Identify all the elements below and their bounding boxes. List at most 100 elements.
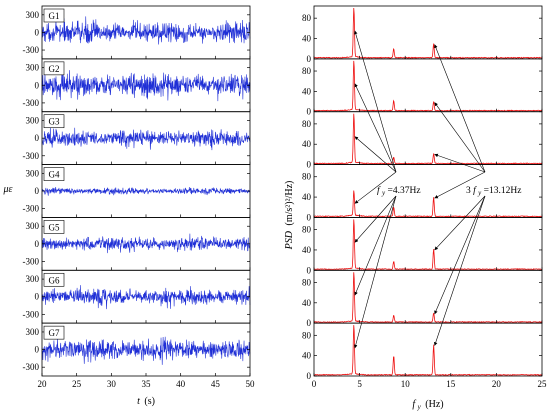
time-y-tick-label: 300	[26, 10, 40, 20]
psd-line-1	[313, 7, 543, 59]
series-label-g7: G7	[43, 325, 65, 340]
psd-y-tick-label: 40	[302, 351, 312, 361]
time-y-tick-label: 0	[35, 239, 40, 249]
annotation-3fy-sub: y	[477, 189, 482, 197]
annotation-fy-sub: y	[381, 189, 386, 197]
annotation-3fy-value: =13.12Hz	[484, 186, 522, 196]
time-series-line-g2	[41, 70, 251, 102]
annotation-fy-value: =4.37Hz	[388, 186, 421, 196]
time-y-tick-label: -300	[23, 98, 40, 108]
series-label-g5: G5	[43, 220, 65, 234]
arrow-3fy-2	[434, 102, 486, 173]
series-label-box	[43, 8, 65, 23]
time-y-tick-label: 0	[35, 292, 40, 302]
time-series-line-g5	[41, 233, 251, 254]
time-y-tick-label: 300	[26, 327, 40, 337]
psd-y-tick-label: 80	[302, 66, 312, 76]
annotation-3fy-var: f	[473, 185, 477, 196]
psd-y-tick-label: 40	[302, 34, 312, 44]
psd-panel-2: 0 40 80	[302, 58, 543, 117]
series-label-g4: G4	[43, 167, 65, 181]
psd-panel-frame	[313, 269, 543, 324]
psd-x-tick-label: 0	[312, 379, 317, 389]
series-label-box	[43, 220, 65, 234]
psd-y-tick-label: 40	[302, 86, 312, 96]
time-x-tick-label: 45	[211, 379, 221, 389]
arrow-fy-7	[353, 195, 397, 349]
right-y-axis-label: PSD (m/s²)²/Hz)	[284, 181, 295, 251]
right-y-axis-label-unit: (m/s²)²/Hz)	[284, 181, 295, 226]
time-y-tick-label: 0	[35, 27, 40, 37]
time-panel-g6: 300 0 -300 G6	[23, 269, 251, 324]
series-label-text: G3	[49, 117, 60, 127]
psd-panel-frame	[313, 322, 543, 377]
psd-x-tick-label: 10	[401, 379, 411, 389]
time-series-line-g1	[41, 16, 251, 45]
right-x-axis-label-unit: (Hz)	[425, 399, 443, 410]
series-label-text: G1	[49, 11, 60, 21]
time-y-tick-label: 300	[26, 221, 40, 231]
psd-panel-frame	[313, 217, 543, 271]
psd-y-tick-label: 80	[302, 13, 312, 23]
arrow-3fy-7	[433, 195, 486, 346]
psd-y-tick-label: 0	[307, 371, 312, 381]
psd-y-tick-label: 80	[302, 225, 312, 235]
time-y-tick-label: 300	[26, 168, 40, 178]
psd-panel-frame	[313, 5, 543, 60]
left-x-axis-label: t (s)	[137, 396, 155, 407]
arrow-fy-2	[354, 83, 397, 173]
series-label-box	[43, 114, 65, 129]
time-y-tick-label: 0	[35, 80, 40, 90]
arrow-3fy-4	[434, 171, 486, 199]
time-series-line-g3	[41, 126, 251, 151]
arrow-3fy-1	[434, 44, 486, 173]
arrow-fy-3	[354, 136, 397, 173]
psd-y-tick-label: 80	[302, 172, 312, 182]
psd-y-tick-label: 0	[307, 212, 312, 222]
arrow-fy-1	[354, 30, 397, 173]
arrow-3fy-5	[434, 195, 486, 251]
psd-y-tick-label: 80	[302, 330, 312, 340]
time-x-tick-label: 50	[246, 379, 256, 389]
series-label-box	[43, 167, 65, 181]
time-series-line-g6	[41, 285, 251, 310]
time-y-tick-label: -300	[23, 151, 40, 161]
psd-panel-6: 0 40 80	[302, 269, 543, 328]
psd-line-6	[313, 272, 543, 323]
psd-y-tick-label: 40	[302, 298, 312, 308]
time-series-line-g4	[41, 186, 251, 196]
time-x-tick-label: 40	[176, 379, 186, 389]
time-y-tick-label: 0	[35, 345, 40, 355]
psd-line-5	[313, 219, 543, 271]
psd-y-tick-label: 40	[302, 139, 312, 149]
psd-y-tick-label: 0	[307, 318, 312, 328]
series-label-box	[43, 61, 65, 76]
psd-x-tick-label: 25	[538, 379, 548, 389]
left-y-axis-label: με	[3, 184, 13, 195]
psd-panel-frame	[313, 111, 543, 165]
psd-y-tick-label: 0	[307, 107, 312, 117]
time-y-tick-label: 0	[35, 186, 40, 196]
time-panel-g3: 300 0 -300 G3	[23, 111, 251, 165]
time-y-tick-label: -300	[23, 362, 40, 372]
time-y-tick-label: 0	[35, 133, 40, 143]
time-series-chart: 3000-300G13000-300G23000-300G33000-300G4…	[23, 5, 256, 389]
arrow-fy-6	[354, 195, 397, 296]
psd-x-tick-label: 5	[357, 379, 362, 389]
psd-panel-1: 0 40 80	[302, 5, 543, 64]
time-panel-g2: 300 0 -300 G2	[23, 58, 251, 113]
psd-panel-3: 0 40 80	[302, 111, 543, 170]
series-label-box	[43, 325, 65, 340]
time-panel-g5: 300 0 -300 G5	[23, 217, 251, 271]
arrow-3fy-6	[434, 195, 486, 315]
right-x-axis-label: f y (Hz)	[412, 399, 443, 412]
psd-x-tick-label: 15	[446, 379, 456, 389]
right-x-axis-label-sub: y	[417, 403, 422, 411]
time-y-tick-label: -300	[23, 45, 40, 55]
left-x-axis-label-var: t	[137, 396, 140, 407]
annotation-arrows	[353, 30, 486, 349]
arrow-3fy-3	[434, 153, 486, 173]
psd-x-tick-label: 20	[492, 379, 502, 389]
time-panel-g1: 300 0 -300 G1	[23, 5, 251, 60]
